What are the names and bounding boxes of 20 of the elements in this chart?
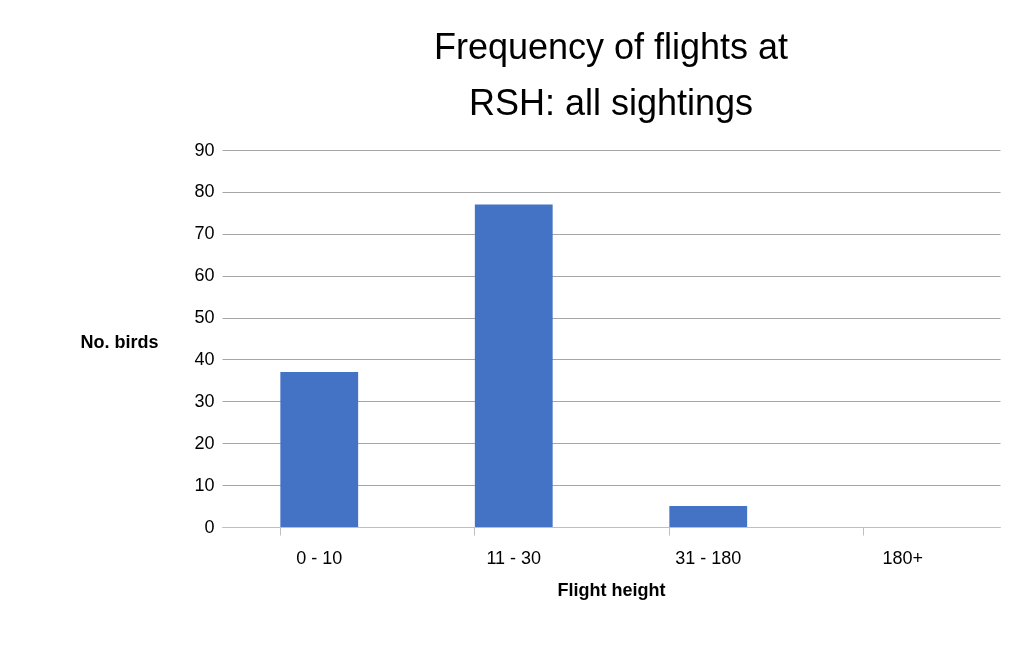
y-tick-label: 30 — [194, 390, 215, 411]
y-axis-title: No. birds — [80, 331, 159, 352]
y-tick-label: 70 — [194, 223, 215, 244]
y-tick-label: 60 — [194, 265, 215, 286]
bar — [280, 372, 359, 527]
bar — [474, 204, 553, 527]
x-tick-label: 11 - 30 — [486, 547, 542, 568]
y-tick-label: 80 — [194, 181, 215, 202]
x-tick-label: 0 - 10 — [296, 547, 343, 568]
chart-title: Frequency of flights at RSH: all sightings — [433, 26, 789, 123]
x-axis-title: Flight height — [557, 579, 666, 600]
y-tick-label: 40 — [194, 348, 215, 369]
y-tick-label: 20 — [194, 432, 215, 453]
y-tick-label: 10 — [194, 474, 215, 495]
y-tick-label: 50 — [194, 307, 215, 328]
y-tick-label: 0 — [204, 516, 215, 537]
x-tick-label: 180+ — [882, 547, 924, 568]
y-tick-label: 90 — [194, 139, 215, 160]
bar — [669, 506, 748, 527]
x-tick-label: 31 - 180 — [675, 547, 742, 568]
